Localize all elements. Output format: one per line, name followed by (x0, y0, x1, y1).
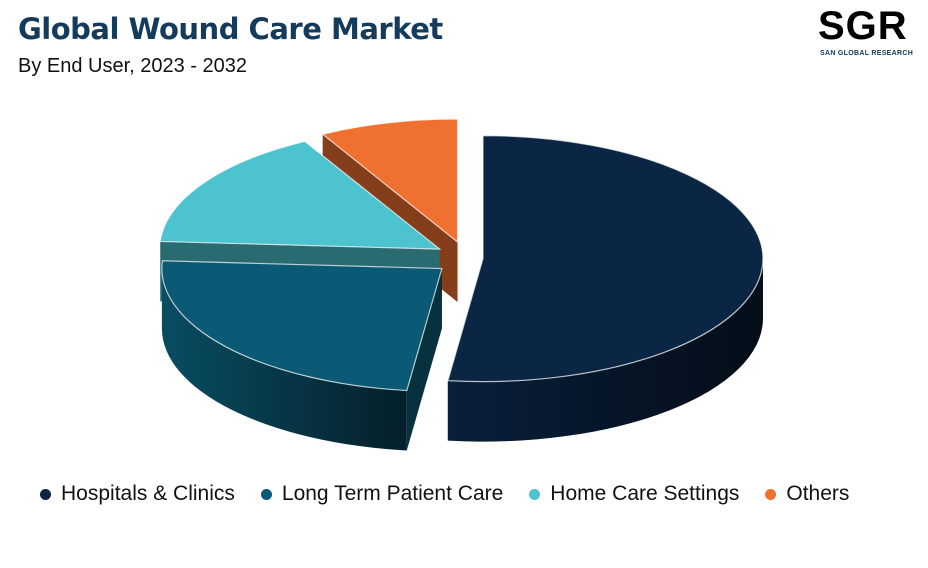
legend-item: Home Care Settings (529, 482, 739, 506)
legend-label: Long Term Patient Care (281, 482, 504, 505)
legend-item: Long Term Patient Care (260, 482, 504, 506)
chart-title: Global Wound Care Market (18, 12, 443, 46)
brand-logo: SGR SAN GLOBAL RESEARCH (818, 6, 922, 66)
legend-label: Home Care Settings (550, 482, 740, 505)
logo-tagline: SAN GLOBAL RESEARCH (820, 50, 914, 57)
legend-swatch (40, 488, 51, 500)
slice-top (447, 135, 764, 383)
chart-subtitle: By End User, 2023 - 2032 (18, 55, 248, 77)
legend-item: Hospitals & Clinics (40, 482, 235, 506)
chart-legend: Hospitals & Clinics Long Term Patient Car… (40, 482, 849, 506)
pie-slice-hospitals-clinics (447, 135, 764, 442)
pie-chart (159, 118, 764, 451)
slice-top (161, 260, 443, 392)
slice-top (159, 140, 442, 250)
legend-label: Others (786, 482, 850, 505)
slice-side-wall (161, 268, 407, 451)
slice-side-wall (447, 258, 763, 442)
legend-swatch (529, 488, 541, 500)
slice-top (321, 118, 459, 244)
pie-slice-long-term-patient-care (161, 260, 443, 451)
legend-item: Others (765, 482, 849, 506)
legend-label: Hospitals & Clinics (61, 482, 235, 505)
legend-swatch (765, 488, 777, 500)
logo-mark: SGR (818, 4, 908, 48)
pie-layer (159, 118, 764, 451)
legend-swatch (260, 488, 272, 500)
